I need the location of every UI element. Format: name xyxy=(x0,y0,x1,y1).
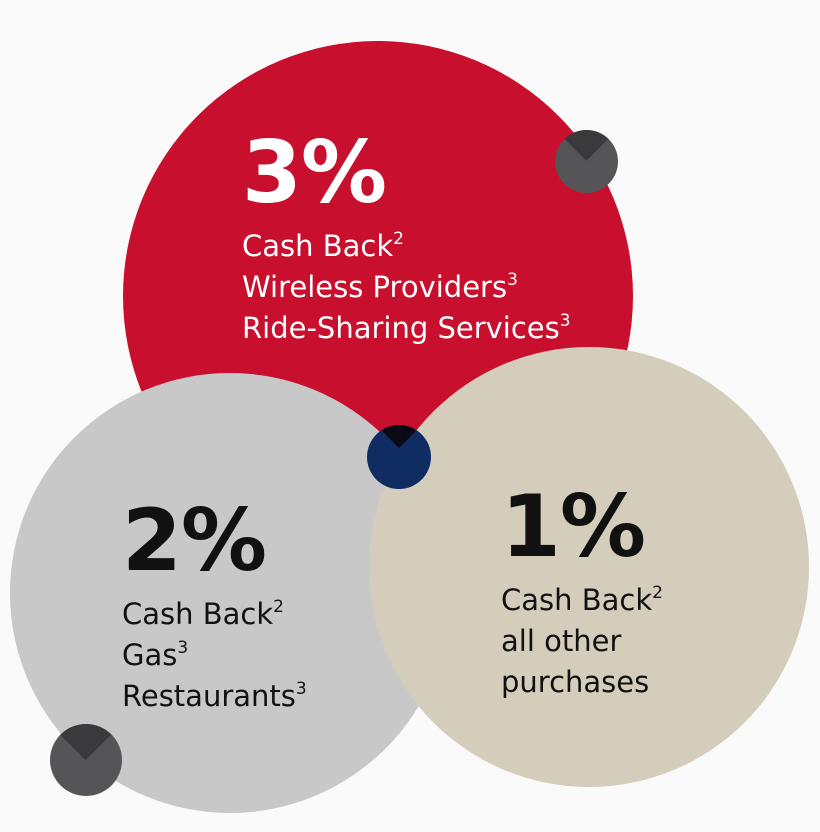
one-percent-line: purchases xyxy=(501,665,650,699)
three-percent-block: 3% Cash Back2 Wireless Providers3 Ride-S… xyxy=(242,130,571,349)
one-percent-value: 1% xyxy=(501,477,646,577)
two-percent-line: Restaurants3 xyxy=(122,679,307,713)
one-percent-circle xyxy=(369,347,809,787)
decorative-dot-top-right xyxy=(555,130,618,193)
three-percent-line: Wireless Providers3 xyxy=(242,270,518,304)
two-percent-line: Cash Back2 xyxy=(122,597,284,631)
three-percent-line: Cash Back2 xyxy=(242,229,404,263)
two-percent-line: Gas3 xyxy=(122,638,189,672)
three-percent-value: 3% xyxy=(242,123,387,223)
decorative-dot-bottom-left xyxy=(50,724,122,796)
decorative-dot-center xyxy=(367,425,431,489)
one-percent-line: all other xyxy=(501,624,622,658)
two-percent-block: 2% Cash Back2 Gas3 Restaurants3 xyxy=(122,498,307,717)
three-percent-line: Ride-Sharing Services3 xyxy=(242,311,571,345)
one-percent-block: 1% Cash Back2 all other purchases xyxy=(501,484,663,703)
two-percent-value: 2% xyxy=(122,491,267,591)
one-percent-line: Cash Back2 xyxy=(501,583,663,617)
